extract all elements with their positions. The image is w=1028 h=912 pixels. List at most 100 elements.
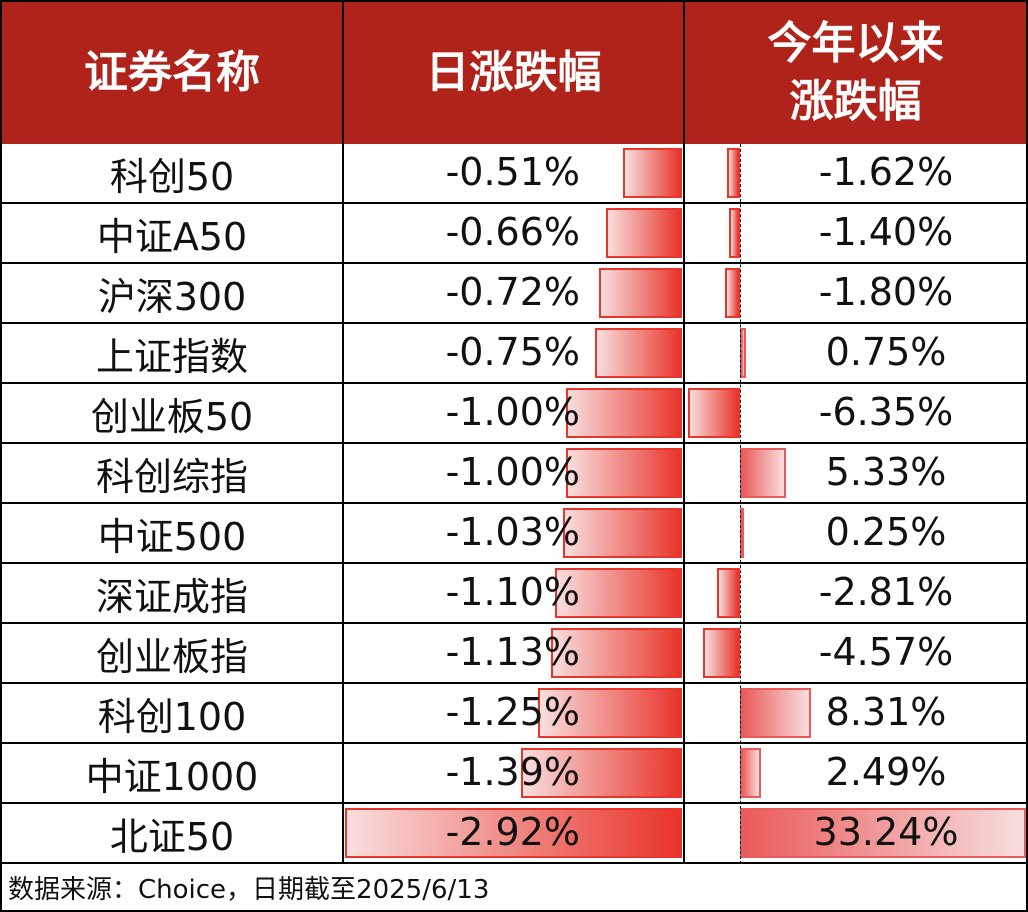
- ytd-change-value: -2.81%: [818, 570, 954, 614]
- ytd-change-cell: 0.25%: [685, 504, 1028, 564]
- security-name-cell: 科创50: [0, 144, 344, 204]
- ytd-change-cell: 33.24%: [685, 804, 1028, 864]
- table-row: 科创50 -0.51% -1.62%: [0, 144, 1028, 204]
- security-name-cell: 中证A50: [0, 204, 344, 264]
- security-name: 创业板指: [95, 634, 248, 679]
- ytd-bar: [729, 208, 740, 258]
- ytd-bar: [740, 508, 744, 558]
- security-name: 中证500: [97, 514, 247, 559]
- ytd-change-value: 2.49%: [825, 750, 947, 794]
- header-ytd-change: 今年以来 涨跌幅: [685, 0, 1028, 144]
- daily-change-cell: -0.75%: [344, 324, 685, 384]
- security-name: 科创50: [109, 154, 235, 199]
- daily-change-value: -1.03%: [445, 510, 580, 554]
- source-note: 数据来源：Choice，日期截至2025/6/13: [0, 864, 1028, 912]
- daily-change-cell: -0.72%: [344, 264, 685, 324]
- ytd-bar: [725, 268, 740, 318]
- table-row: 北证50 -2.92% 33.24%: [0, 804, 1028, 864]
- ytd-change-value: -1.80%: [818, 270, 954, 314]
- security-name-cell: 科创100: [0, 684, 344, 744]
- daily-change-value: -1.13%: [445, 630, 580, 674]
- daily-change-value: -1.10%: [445, 570, 580, 614]
- ytd-change-cell: 0.75%: [685, 324, 1028, 384]
- ytd-zero-axis: [740, 144, 741, 864]
- daily-change-cell: -0.66%: [344, 204, 685, 264]
- header-label: 日涨跌幅: [425, 47, 602, 98]
- daily-change-cell: -2.92%: [344, 804, 685, 864]
- daily-bar: [599, 268, 682, 318]
- daily-change-value: -1.00%: [445, 450, 580, 494]
- ytd-bar: [717, 568, 740, 618]
- security-name-cell: 创业板指: [0, 624, 344, 684]
- table-row: 科创100 -1.25% 8.31%: [0, 684, 1028, 744]
- daily-change-value: -0.51%: [445, 150, 580, 194]
- ytd-bar: [727, 148, 740, 198]
- ytd-change-cell: -1.62%: [685, 144, 1028, 204]
- daily-change-cell: -1.03%: [344, 504, 685, 564]
- table-row: 中证A50 -0.66% -1.40%: [0, 204, 1028, 264]
- header-label-line1: 今年以来: [767, 18, 944, 69]
- ytd-change-value: 0.75%: [825, 330, 947, 374]
- table-row: 深证成指 -1.10% -2.81%: [0, 564, 1028, 624]
- daily-change-value: -1.39%: [445, 750, 580, 794]
- security-name-cell: 中证1000: [0, 744, 344, 804]
- security-name-cell: 科创综指: [0, 444, 344, 504]
- ytd-change-cell: -2.81%: [685, 564, 1028, 624]
- daily-change-value: -1.00%: [445, 390, 580, 434]
- daily-bar: [345, 808, 682, 858]
- table-row: 中证1000 -1.39% 2.49%: [0, 744, 1028, 804]
- ytd-change-value: 33.24%: [813, 810, 959, 854]
- header-daily-change: 日涨跌幅: [344, 0, 685, 144]
- daily-bar: [551, 628, 682, 678]
- table-row: 科创综指 -1.00% 5.33%: [0, 444, 1028, 504]
- daily-change-value: -0.72%: [445, 270, 580, 314]
- security-name: 创业板50: [90, 394, 254, 439]
- table-row: 上证指数 -0.75% 0.75%: [0, 324, 1028, 384]
- ytd-change-value: 0.25%: [825, 510, 947, 554]
- security-name: 北证50: [109, 814, 235, 859]
- ytd-change-value: -1.40%: [818, 210, 954, 254]
- daily-bar: [538, 688, 682, 738]
- daily-bar: [566, 448, 682, 498]
- ytd-change-cell: -1.80%: [685, 264, 1028, 324]
- security-name-cell: 沪深300: [0, 264, 344, 324]
- ytd-change-cell: -6.35%: [685, 384, 1028, 444]
- daily-bar: [623, 148, 682, 198]
- daily-bar: [521, 748, 682, 798]
- daily-change-cell: -1.25%: [344, 684, 685, 744]
- table-row: 创业板50 -1.00% -6.35%: [0, 384, 1028, 444]
- ytd-change-value: -6.35%: [818, 390, 954, 434]
- security-name-cell: 上证指数: [0, 324, 344, 384]
- security-name: 上证指数: [95, 334, 248, 379]
- daily-bar: [566, 388, 682, 438]
- header-label-line2: 涨跌幅: [789, 76, 922, 127]
- ytd-change-cell: -4.57%: [685, 624, 1028, 684]
- ytd-change-cell: 5.33%: [685, 444, 1028, 504]
- daily-change-cell: -1.00%: [344, 444, 685, 504]
- ytd-bar: [740, 328, 746, 378]
- ytd-bar: [740, 448, 786, 498]
- security-name: 中证1000: [85, 754, 259, 799]
- header-security-name: 证券名称: [0, 0, 344, 144]
- daily-bar: [563, 508, 682, 558]
- ytd-bar: [740, 808, 1026, 858]
- table-row: 沪深300 -0.72% -1.80%: [0, 264, 1028, 324]
- daily-bar: [595, 328, 682, 378]
- ytd-bar: [703, 628, 740, 678]
- security-name: 深证成指: [95, 574, 248, 619]
- daily-bar: [555, 568, 682, 618]
- ytd-bar: [740, 748, 761, 798]
- ytd-change-cell: 8.31%: [685, 684, 1028, 744]
- security-name-cell: 创业板50: [0, 384, 344, 444]
- security-name: 中证A50: [96, 214, 248, 259]
- ytd-change-value: -4.57%: [818, 630, 954, 674]
- ytd-change-value: -1.62%: [818, 150, 954, 194]
- ytd-bar: [740, 688, 811, 738]
- daily-change-value: -2.92%: [445, 810, 580, 854]
- daily-change-value: -0.75%: [445, 330, 580, 374]
- ytd-change-cell: -1.40%: [685, 204, 1028, 264]
- security-name-cell: 中证500: [0, 504, 344, 564]
- header-label: 证券名称: [84, 47, 260, 98]
- daily-bar: [606, 208, 682, 258]
